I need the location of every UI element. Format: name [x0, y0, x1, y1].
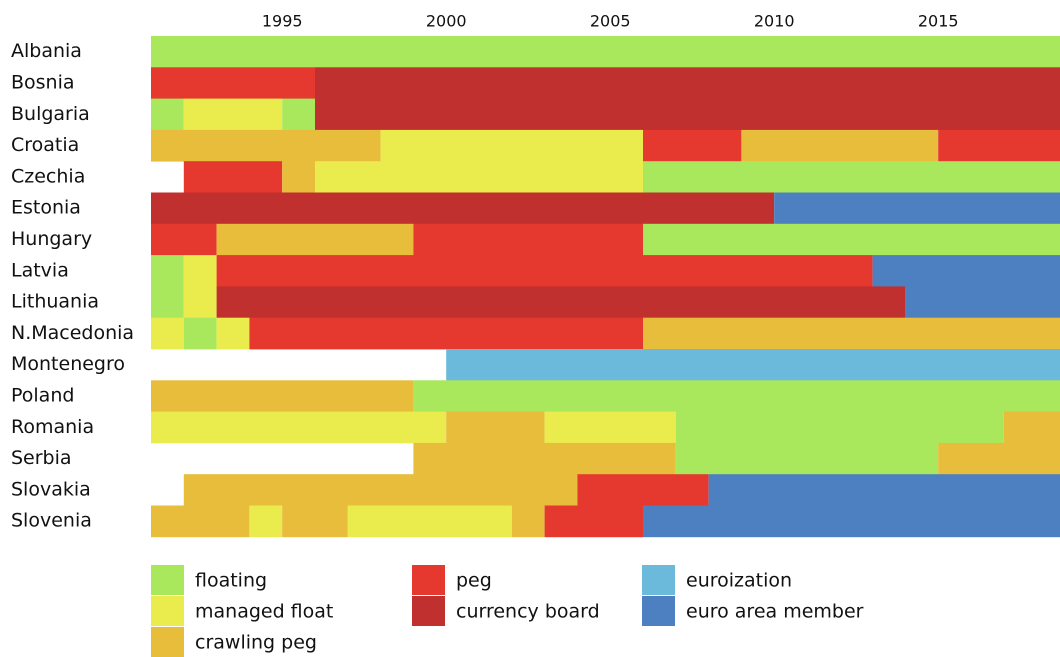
regime-segment: [282, 505, 348, 538]
regime-segment: [151, 67, 315, 99]
regime-segment: [249, 505, 283, 538]
legend-swatch: [412, 565, 445, 595]
regime-segment: [183, 317, 217, 350]
regime-segment: [249, 317, 643, 350]
regime-segment: [151, 380, 414, 412]
regime-segment: [1003, 411, 1060, 444]
regime-segment: [741, 129, 939, 162]
regime-segment: [216, 223, 414, 256]
row-label: Poland: [11, 384, 74, 406]
row-label: Slovakia: [11, 478, 91, 500]
legend-label: floating: [195, 570, 267, 592]
regime-segment: [643, 505, 1060, 538]
x-tick-label: 2005: [590, 12, 631, 31]
regime-segment: [151, 192, 775, 225]
regime-segment: [675, 442, 939, 475]
regime-segment: [151, 255, 184, 287]
regime-segment: [151, 98, 184, 131]
row-label: Hungary: [11, 228, 92, 250]
regime-segment: [151, 411, 447, 444]
regime-segment: [151, 317, 184, 350]
row-label: Estonia: [11, 197, 81, 219]
regime-segment: [183, 286, 217, 319]
row-label: Lithuania: [11, 291, 99, 313]
regime-segment: [413, 442, 676, 475]
x-tick-label: 2015: [918, 12, 959, 31]
regime-segment: [216, 286, 906, 319]
legend-label: peg: [456, 570, 492, 592]
regime-segment: [315, 98, 1060, 131]
regime-segment: [544, 411, 676, 444]
legend-label: euro area member: [686, 601, 864, 623]
regime-segment: [643, 129, 742, 162]
regime-segment: [774, 192, 1060, 225]
regime-segment: [183, 98, 283, 131]
row-label: Montenegro: [11, 353, 125, 375]
regime-segment: [282, 161, 315, 193]
legend-label: euroization: [686, 570, 792, 592]
regime-segment: [347, 505, 512, 538]
row-label: Albania: [11, 40, 82, 62]
row-label: Slovenia: [11, 510, 92, 532]
row-label: Bulgaria: [11, 103, 90, 125]
legend-label: managed float: [195, 601, 333, 623]
x-tick-label: 2000: [426, 12, 467, 31]
regime-segment: [151, 223, 217, 256]
regime-segment: [643, 161, 1060, 193]
legend-swatch: [412, 596, 445, 626]
regime-segment: [183, 474, 578, 506]
row-label: Serbia: [11, 447, 72, 469]
x-tick-label: 2010: [754, 12, 795, 31]
regime-segment: [151, 505, 250, 538]
regime-segment: [643, 317, 1060, 350]
row-label: Croatia: [11, 134, 79, 156]
regime-segment: [151, 36, 1060, 68]
regime-segment: [544, 505, 643, 538]
regime-segment: [708, 474, 1060, 506]
regime-segment: [511, 505, 545, 538]
regime-segment: [380, 129, 643, 162]
legend-swatch: [642, 596, 675, 626]
regime-segment: [151, 286, 184, 319]
legend-swatch: [642, 565, 675, 595]
regime-segment: [938, 129, 1060, 162]
row-label: Czechia: [11, 165, 85, 187]
regime-segment: [675, 411, 1004, 444]
regime-segment: [905, 286, 1060, 319]
x-tick-label: 1995: [262, 12, 303, 31]
row-label: Bosnia: [11, 71, 75, 93]
row-label: Latvia: [11, 259, 69, 281]
regime-segment: [446, 349, 1060, 381]
regime-segment: [446, 411, 545, 444]
legend-label: crawling peg: [195, 632, 317, 654]
row-label: Romania: [11, 416, 94, 438]
regime-segment: [315, 67, 1060, 99]
regime-segment: [315, 161, 643, 193]
legend-swatch: [151, 565, 184, 595]
legend-label: currency board: [456, 601, 600, 623]
regime-segment: [413, 380, 1060, 412]
regime-segment: [216, 317, 250, 350]
regime-segment: [643, 223, 1060, 256]
regime-segment: [282, 98, 315, 131]
regime-segment: [216, 255, 873, 287]
regime-segment: [938, 442, 1060, 475]
regime-segment: [577, 474, 709, 506]
legend-swatch: [151, 596, 184, 626]
regime-segment: [183, 255, 217, 287]
regime-segment: [183, 161, 283, 193]
regime-segment: [872, 255, 1060, 287]
row-label: N.Macedonia: [11, 322, 134, 344]
regime-segment: [151, 129, 381, 162]
legend-swatch: [151, 627, 184, 657]
regime-segment: [413, 223, 643, 256]
